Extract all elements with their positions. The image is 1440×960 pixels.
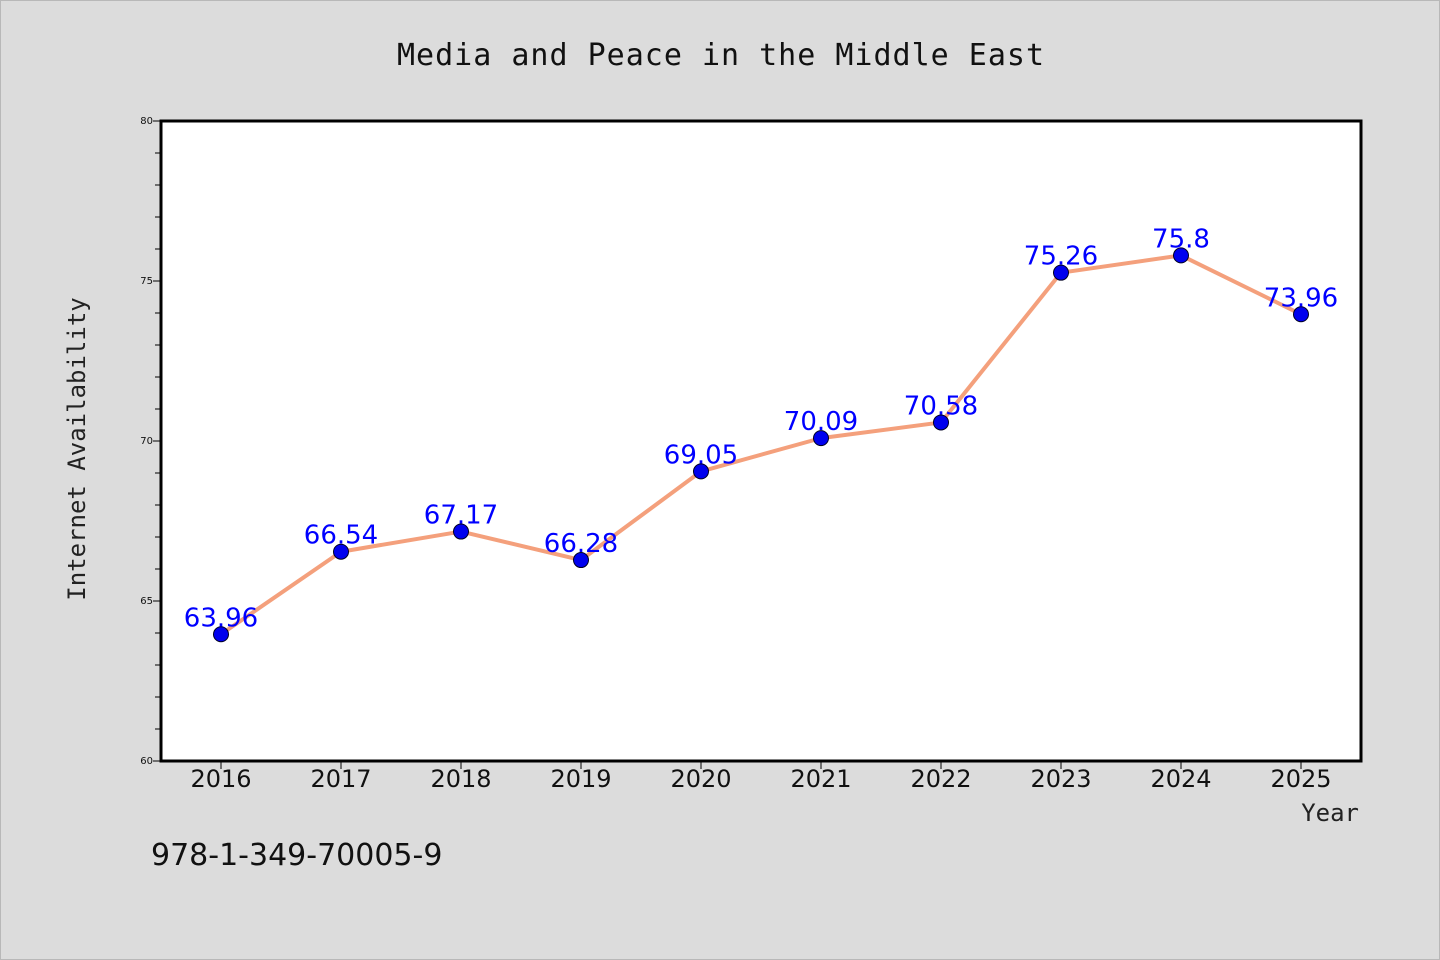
data-label: 66.54 xyxy=(304,521,378,551)
y-tick-label: 75 xyxy=(140,276,153,287)
y-axis-label: Internet Availability xyxy=(63,297,91,600)
x-tick-label: 2024 xyxy=(1150,765,1211,793)
data-label: 70.09 xyxy=(784,407,858,437)
data-point xyxy=(1053,264,1069,281)
y-tick-label: 80 xyxy=(140,116,153,127)
x-tick-label: 2017 xyxy=(310,765,371,793)
data-point xyxy=(1293,306,1309,323)
x-axis-label: Year xyxy=(1301,799,1359,827)
data-point xyxy=(333,543,349,560)
data-point xyxy=(933,414,949,431)
data-point-markers xyxy=(213,247,1309,643)
x-tick-label: 2022 xyxy=(910,765,971,793)
x-tick-label: 2019 xyxy=(550,765,611,793)
data-label: 73.96 xyxy=(1264,283,1338,313)
data-label: 70.58 xyxy=(904,391,978,421)
x-tick-label: 2020 xyxy=(670,765,731,793)
data-label: 75.8 xyxy=(1152,224,1210,254)
x-tick-label: 2018 xyxy=(430,765,491,793)
data-label: 63.96 xyxy=(184,603,258,633)
x-tick-label: 2025 xyxy=(1270,765,1331,793)
data-label: 66.28 xyxy=(544,529,618,559)
data-labels: 63.96 66.54 67.17 66.28 69.05 70.09 70.58 75.26… xyxy=(184,224,1338,633)
series-line xyxy=(219,253,1303,637)
data-point xyxy=(213,626,229,643)
isbn-text: 978-1-349-70005-9 xyxy=(151,838,442,873)
data-label: 69.05 xyxy=(664,440,738,470)
x-tick-label: 2016 xyxy=(190,765,251,793)
y-tick-label: 65 xyxy=(140,596,153,607)
data-point xyxy=(693,463,709,480)
y-tick-label: 70 xyxy=(140,436,153,447)
data-point xyxy=(453,523,469,540)
data-label: 67.17 xyxy=(424,501,498,531)
data-point xyxy=(813,430,829,447)
data-label: 75.26 xyxy=(1024,242,1098,272)
plot-area xyxy=(159,119,1363,763)
chart-title: Media and Peace in the Middle East xyxy=(397,38,1045,73)
y-axis-ticks: 60 65 70 75 80 xyxy=(140,116,161,767)
y-tick-label: 60 xyxy=(140,756,153,767)
data-point xyxy=(1173,247,1189,264)
x-tick-label: 2021 xyxy=(790,765,851,793)
x-axis-ticks: 2016 2017 2018 2019 2020 2021 2022 2023 2024 2025 xyxy=(190,761,1332,793)
data-point xyxy=(573,552,589,569)
x-tick-label: 2023 xyxy=(1030,765,1091,793)
